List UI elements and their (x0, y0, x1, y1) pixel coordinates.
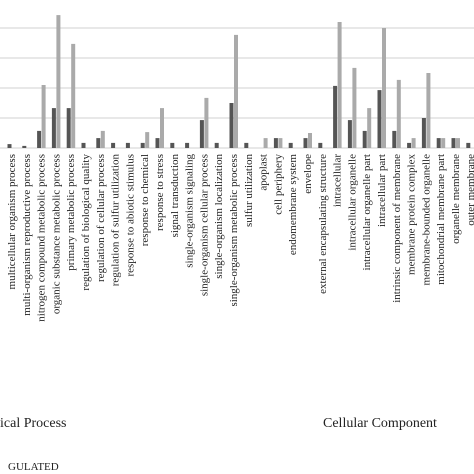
bar (337, 22, 342, 148)
x-tick-label: nitrogen compound metabolic process (36, 154, 48, 322)
bar (56, 15, 61, 148)
x-tick-label: regulation of cellular process (95, 154, 107, 282)
x-tick-label: single-organism cellular process (198, 154, 210, 296)
bar (441, 138, 446, 148)
x-tick-label: external encapsulating structure (317, 154, 329, 294)
bar (273, 138, 278, 148)
bar (37, 130, 42, 148)
x-tick-label: mitochondrial membrane part (435, 154, 447, 285)
bar (303, 138, 308, 148)
bar (199, 120, 204, 148)
x-tick-label: intrinsic component of membrane (391, 154, 403, 303)
bar (100, 130, 105, 148)
bar (125, 142, 130, 148)
bar (407, 142, 412, 148)
bar (214, 142, 219, 148)
x-tick-label: multicellular organism process (6, 154, 18, 289)
x-tick-label: outer membrane (465, 154, 474, 226)
bar (392, 130, 397, 148)
x-tick-label: membrane-bounded organelle (420, 154, 432, 286)
group-label: ical Process (0, 416, 66, 431)
bar (377, 90, 382, 148)
bar (229, 103, 234, 148)
bar (382, 28, 386, 148)
x-tick-label: single-organism localization (213, 154, 225, 279)
bar (155, 138, 160, 148)
bar (204, 97, 209, 148)
bar (160, 108, 164, 148)
bar (288, 142, 293, 148)
bar (308, 133, 312, 148)
bar (367, 108, 372, 148)
bar (51, 108, 56, 148)
bar (421, 118, 426, 148)
x-tick-label: envelope (302, 154, 314, 194)
bar (111, 142, 116, 148)
bar (263, 138, 268, 148)
bar (145, 132, 150, 148)
bar (352, 67, 357, 148)
bar (426, 73, 431, 148)
x-tick-label: apoplast (258, 154, 270, 191)
group-label: Cellular Component (323, 416, 437, 431)
bar (411, 138, 416, 148)
bar (362, 130, 367, 148)
bar (66, 108, 71, 148)
x-tick-label: response to abiotic stimulus (124, 154, 136, 277)
x-tick-label: organic substance metabolic process (50, 154, 62, 314)
x-tick-label: organelle membrane (450, 154, 462, 244)
bar (71, 43, 76, 148)
bar (244, 142, 249, 148)
x-tick-label: response to chemical (139, 154, 151, 246)
x-tick-label: sulfur utilization (243, 154, 255, 228)
bar (333, 85, 338, 148)
x-tick-label: regulation of sulfur utilization (110, 154, 122, 287)
x-tick-label: intracellular organelle (346, 154, 358, 251)
bar (81, 142, 86, 148)
bar (185, 142, 190, 148)
bar (41, 85, 46, 148)
x-tick-label: response to stress (154, 154, 166, 231)
x-tick-label: single-organism metabolic process (228, 154, 240, 307)
x-tick-label: intracellular organelle part (361, 154, 373, 270)
bar (140, 142, 145, 148)
bar (347, 120, 352, 148)
bar (396, 79, 401, 148)
bar (96, 138, 101, 148)
x-tick-label: intracellular part (376, 154, 388, 227)
bar (278, 138, 283, 148)
bar (318, 142, 323, 148)
bar (456, 138, 460, 148)
bar (234, 34, 238, 148)
x-tick-label: regulation of biological quality (80, 154, 92, 291)
x-tick-label: intracellular (332, 154, 344, 207)
x-tick-label: membrane protein complex (406, 154, 418, 275)
bar (22, 145, 27, 148)
x-tick-label: endomembrane system (287, 154, 299, 256)
x-tick-label: signal transduction (169, 154, 181, 238)
bar (170, 142, 175, 148)
bar (451, 138, 456, 148)
legend-text: GULATED (8, 461, 59, 473)
x-tick-label: multi-organism reproductive process (21, 154, 33, 316)
bar (466, 142, 471, 148)
bar (436, 138, 441, 148)
x-tick-label: cell periphery (272, 154, 284, 215)
bar (7, 144, 12, 148)
x-tick-label: primary metabolic process (65, 154, 77, 271)
x-tick-label: single-organism signaling (184, 154, 196, 268)
